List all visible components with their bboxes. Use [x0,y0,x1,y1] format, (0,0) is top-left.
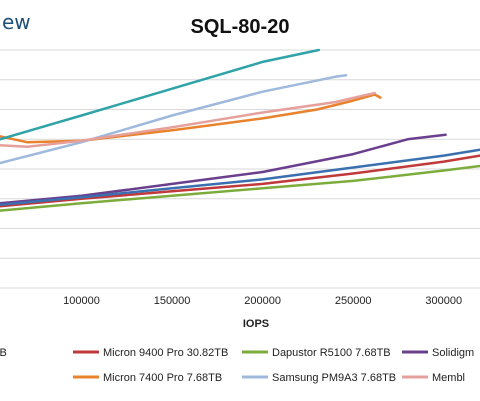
legend-label: Dapustor R5100 7.68TB [272,347,391,359]
chart-title: SQL-80-20 [191,16,290,38]
series-line [0,148,480,206]
series-line [0,154,480,208]
legend-label: Solidigm [432,347,474,359]
series-lines [0,48,480,212]
x-tick-label: 300000 [425,295,462,307]
legend: 0 Pro 7.68TB Micron 9400 Pro 30.82TB Dapus… [0,347,474,384]
x-tick-label: 250000 [335,295,372,307]
legend-label: Membl [432,372,465,384]
x-tick-label: 200000 [244,295,281,307]
x-tick-label: 150000 [154,295,191,307]
series-line [0,48,321,141]
legend-label: Samsung PM9A3 7.68TB [272,372,396,384]
series-line [0,133,447,205]
x-tick-label: 100000 [63,295,100,307]
series-line [0,91,377,148]
legend-label: Micron 7400 Pro 7.68TB [103,372,222,384]
legend-label: Micron 9400 Pro 30.82TB [103,347,228,359]
series-line [0,74,348,165]
brand-logo-fragment: ew [2,10,31,34]
x-axis-label: IOPS [243,318,269,330]
x-tick-labels: 100000 150000 200000 250000 300000 [63,295,462,307]
series-line [0,164,480,212]
gridlines [0,49,480,289]
series-line [0,93,382,144]
legend-label: 0 Pro 7.68TB [0,347,7,359]
